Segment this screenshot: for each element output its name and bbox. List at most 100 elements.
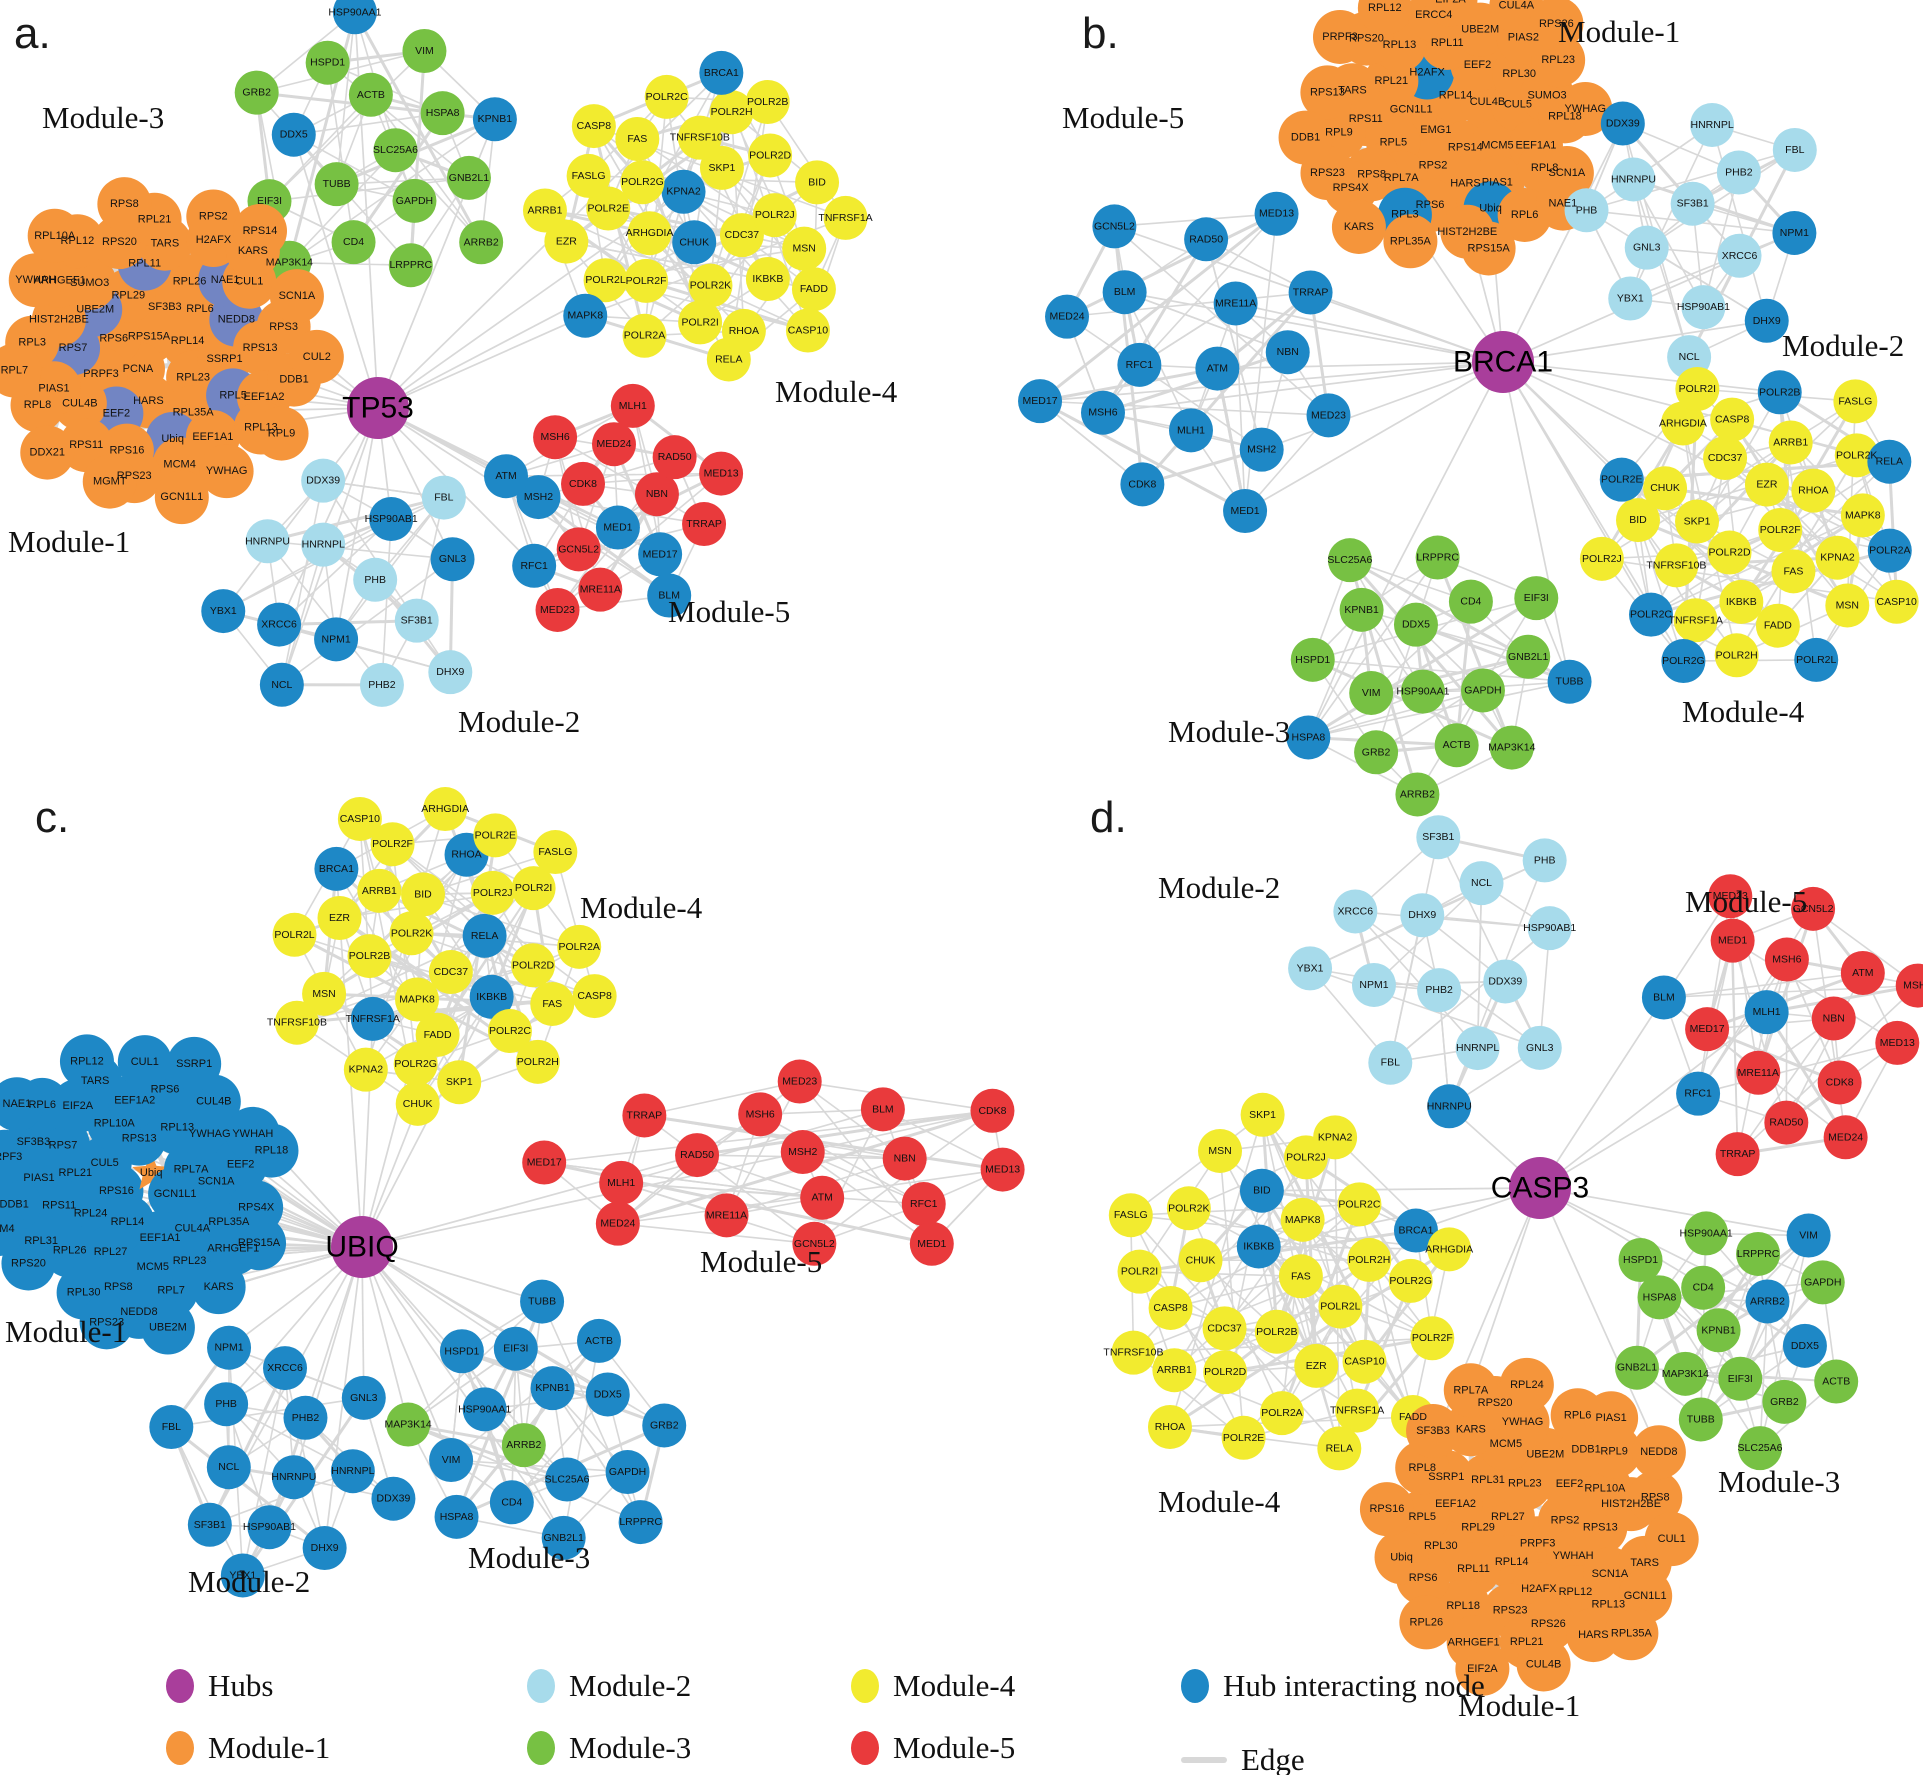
module-label: Module-2 bbox=[458, 704, 580, 739]
node-RPL24 bbox=[1499, 1357, 1554, 1412]
edge bbox=[1349, 559, 1424, 692]
node-label: RPL3 bbox=[18, 337, 46, 349]
node-label: FADD bbox=[1399, 1411, 1427, 1423]
node-label: FBL bbox=[434, 492, 453, 504]
node-MED23 bbox=[1708, 874, 1753, 919]
node-label: HNRNPU bbox=[1427, 1100, 1472, 1112]
node-label: POLR2E bbox=[1601, 474, 1642, 486]
hub-edge bbox=[1469, 1187, 1541, 1391]
node-label: TUBB bbox=[528, 1296, 556, 1308]
node-Ubiq bbox=[1374, 1530, 1429, 1585]
node-POLR2L bbox=[272, 912, 317, 957]
node-label: CDK8 bbox=[1128, 478, 1156, 490]
node-MSN bbox=[1825, 583, 1870, 628]
node-label: RPL11 bbox=[128, 258, 161, 270]
node-VIM bbox=[429, 1438, 474, 1483]
node-label: ARHGDIA bbox=[626, 227, 674, 239]
node-label: RPL31 bbox=[1471, 1474, 1505, 1486]
node-RPS23 bbox=[79, 1295, 134, 1350]
node-label: CHUK bbox=[403, 1098, 433, 1110]
hub-edge bbox=[1124, 291, 1504, 363]
node-FASLG bbox=[566, 153, 611, 198]
node-RPS14 bbox=[233, 204, 288, 259]
node-label: RPS13 bbox=[243, 342, 278, 354]
node-label: ERCC4 bbox=[1415, 9, 1452, 21]
node-HSPA8 bbox=[1637, 1275, 1682, 1320]
node-label: GNL3 bbox=[350, 1392, 378, 1404]
node-label: HNRNPL bbox=[1456, 1042, 1499, 1054]
module-label: Module-1 bbox=[8, 524, 130, 559]
node-label: RPL7A bbox=[174, 1163, 210, 1175]
node-RELA bbox=[1867, 439, 1912, 484]
node-label: ARRB2 bbox=[1750, 1295, 1785, 1307]
node-label: RFC1 bbox=[520, 560, 548, 572]
node-label: RPL35A bbox=[173, 406, 215, 418]
node-RPS2 bbox=[186, 189, 241, 244]
node-label: POLR2I bbox=[681, 316, 718, 328]
node-label: POLR2J bbox=[1286, 1151, 1326, 1163]
node-label: UBE2M bbox=[1461, 24, 1499, 36]
edge bbox=[682, 191, 809, 332]
node-ACTB bbox=[1434, 723, 1479, 768]
node-label: FAS bbox=[1291, 1270, 1311, 1282]
node-label: RPL13 bbox=[160, 1122, 194, 1134]
node-TUBB bbox=[1547, 659, 1592, 704]
edge bbox=[696, 1109, 993, 1157]
edge bbox=[643, 1114, 815, 1245]
node-label: POLR2B bbox=[1759, 386, 1800, 398]
node-label: EIF3I bbox=[1728, 1373, 1753, 1385]
node-label: RPL27 bbox=[1491, 1511, 1525, 1523]
node-label: YWHAG bbox=[1565, 103, 1607, 115]
node-label: CUL4B bbox=[1526, 1658, 1561, 1670]
node-label: PHB bbox=[1576, 204, 1598, 216]
node-label: KARS bbox=[1344, 221, 1374, 233]
node-label: BID bbox=[808, 176, 826, 188]
edge bbox=[644, 1080, 800, 1117]
node-FAS bbox=[530, 981, 575, 1026]
node-label: RPL14 bbox=[111, 1216, 145, 1228]
edge bbox=[170, 1426, 244, 1576]
edge bbox=[1363, 1248, 1451, 1363]
node-label: SSRP1 bbox=[207, 353, 243, 365]
node-label: RPS6 bbox=[1416, 199, 1445, 211]
node-label: GAPDH bbox=[609, 1466, 646, 1478]
node-label: CASP8 bbox=[1715, 414, 1750, 426]
edge bbox=[1361, 609, 1529, 658]
node-ATM bbox=[484, 454, 529, 499]
node-label: CUL4B bbox=[62, 397, 97, 409]
node-VIM bbox=[1349, 670, 1394, 715]
edge bbox=[1765, 1011, 1847, 1139]
edge bbox=[1637, 519, 1685, 662]
node-IKBKB bbox=[469, 974, 514, 1019]
node-label: EEF1A1 bbox=[140, 1232, 181, 1244]
node-label: RPL13 bbox=[1592, 1599, 1626, 1611]
node-label: POLR2K bbox=[1836, 449, 1877, 461]
node-RAD50 bbox=[652, 435, 697, 480]
node-label: TARS bbox=[1338, 84, 1367, 96]
text-layer-a: a. SLC25A6 TUBB ACTB GAPDH DDX5 HSPA8 CD4 HSPD1 G… bbox=[1, 6, 898, 739]
node-SKP1 bbox=[699, 145, 744, 190]
node-label: RPL18 bbox=[255, 1145, 289, 1157]
node-label: BLM bbox=[872, 1103, 894, 1115]
node-label: MED17 bbox=[643, 548, 678, 560]
node-label: RELA bbox=[1326, 1442, 1353, 1454]
edge bbox=[267, 540, 453, 560]
node-POLR2F bbox=[370, 822, 415, 867]
hub-edge bbox=[361, 1151, 803, 1248]
node-label: SF3B1 bbox=[1422, 831, 1454, 843]
node-label: GRB2 bbox=[1770, 1396, 1799, 1408]
node-label: SKP1 bbox=[1249, 1109, 1276, 1121]
node-YWHAG bbox=[199, 444, 254, 499]
node-label: UBE2M bbox=[149, 1321, 187, 1333]
node-label: CDC37 bbox=[1708, 452, 1743, 464]
node-TRRAP bbox=[682, 502, 727, 547]
node-POLR2K bbox=[688, 263, 733, 308]
edge bbox=[505, 475, 559, 611]
node-label: EIF2A bbox=[1467, 1663, 1498, 1675]
node-HSP90AA1 bbox=[332, 0, 377, 35]
edge bbox=[556, 493, 658, 611]
node-BID bbox=[1615, 498, 1660, 543]
node-label: NPM1 bbox=[321, 633, 350, 645]
node-SCN1A bbox=[269, 269, 324, 324]
